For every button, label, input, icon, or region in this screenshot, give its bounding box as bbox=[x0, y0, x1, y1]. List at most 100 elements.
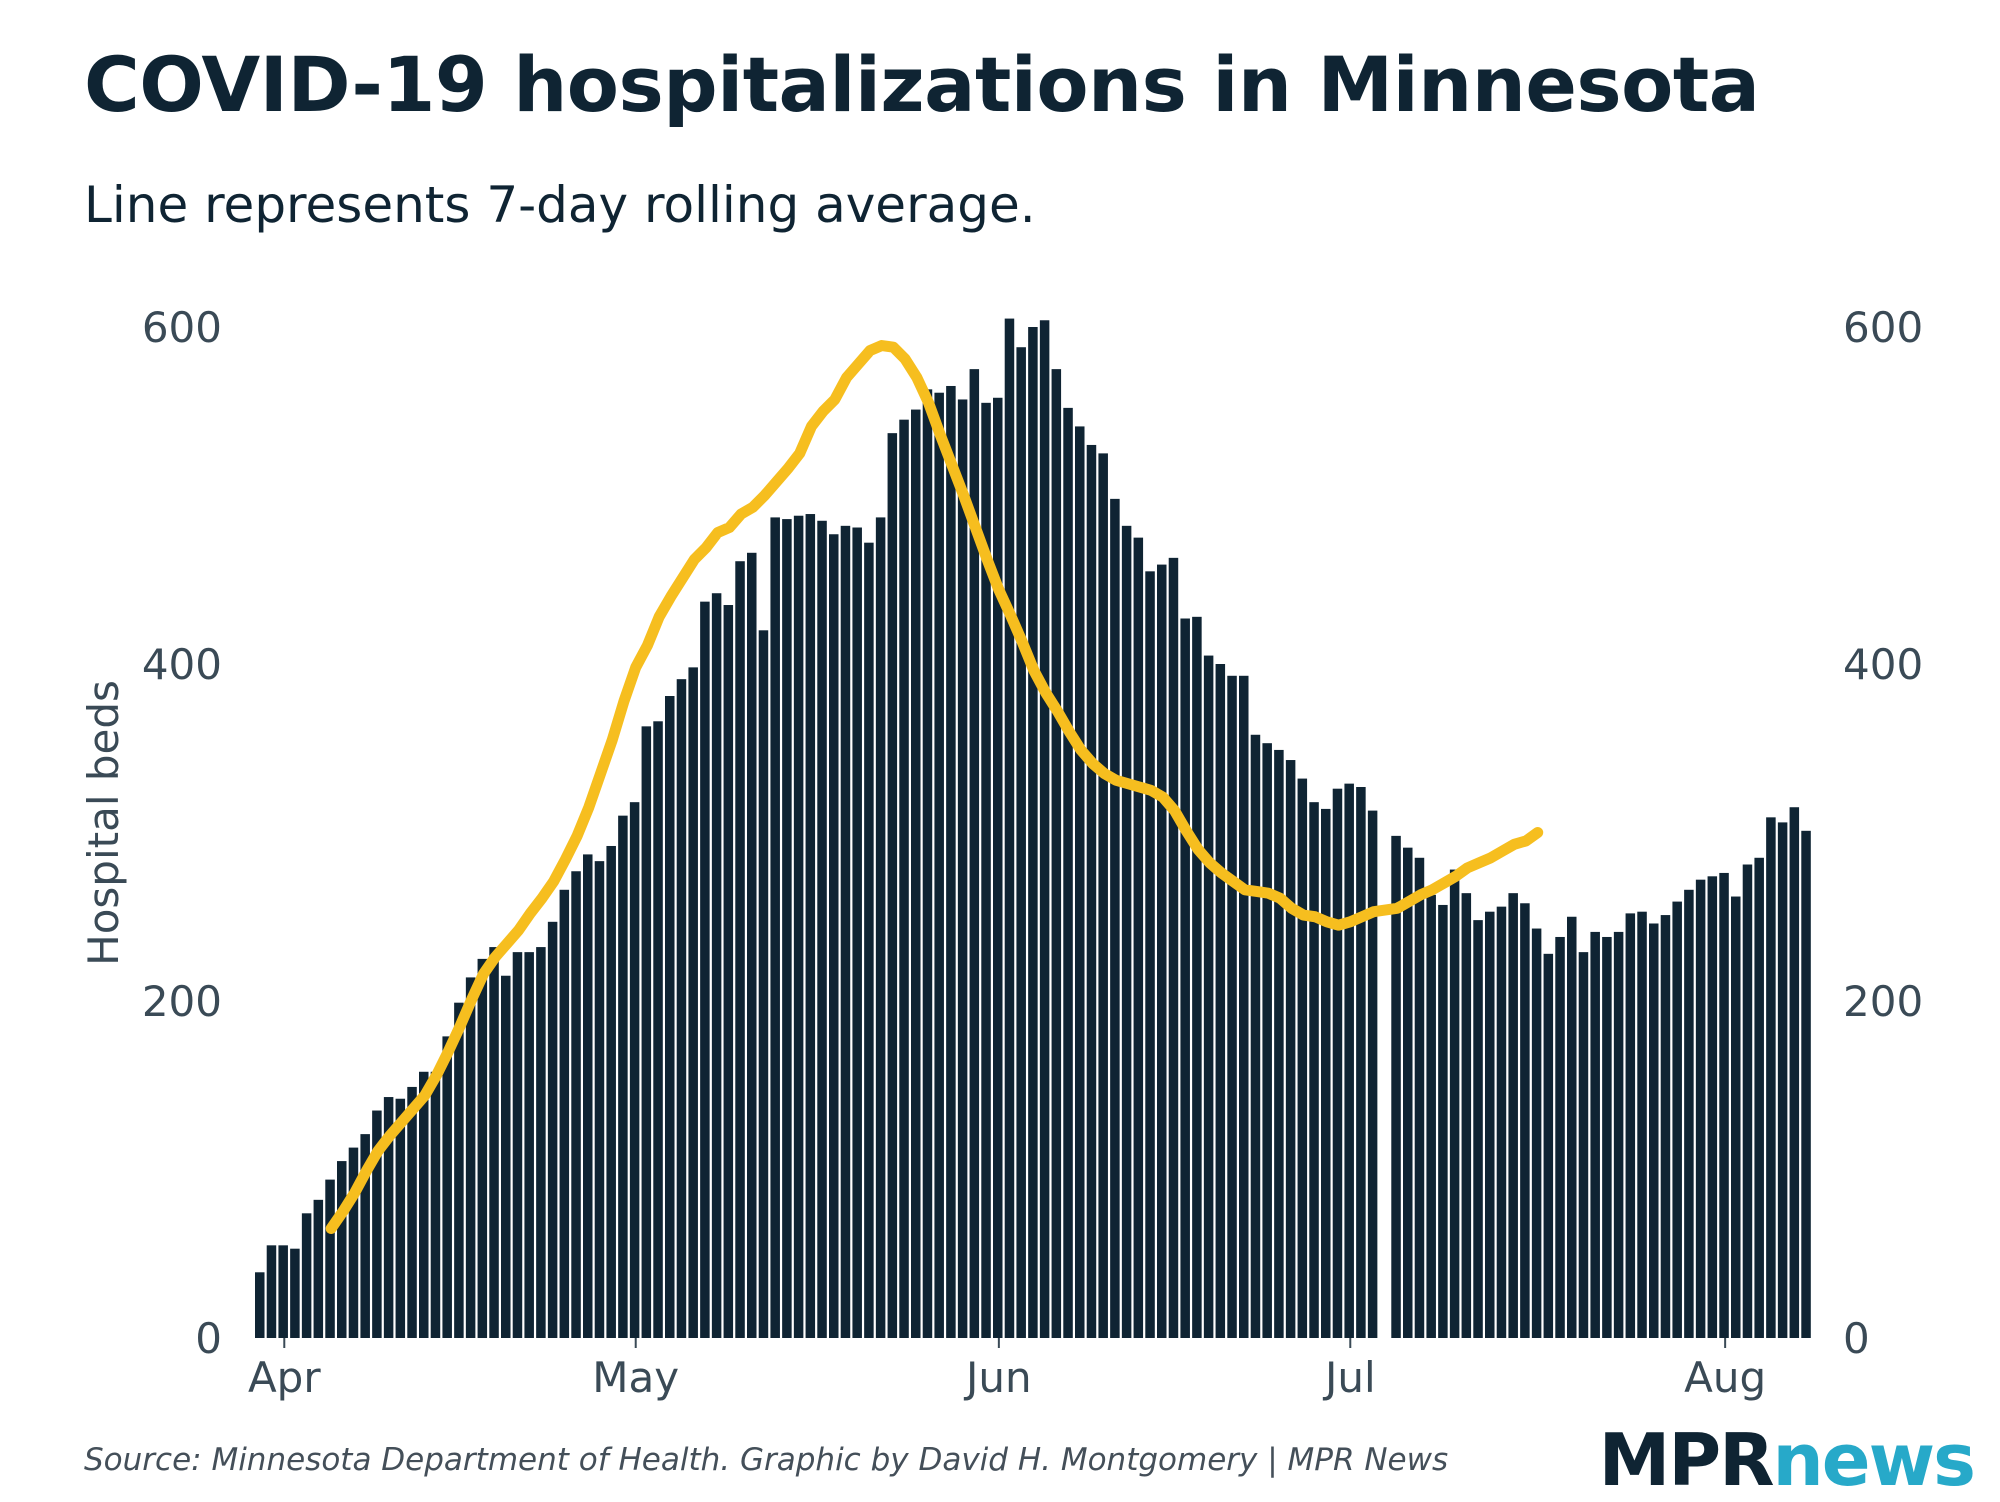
bar-series bbox=[255, 318, 1811, 1339]
x-axis: Apr May Jun Jul Aug bbox=[248, 1338, 1766, 1402]
bar bbox=[1039, 320, 1050, 1338]
bar bbox=[1414, 857, 1425, 1338]
bar bbox=[313, 1199, 324, 1338]
bar bbox=[465, 977, 476, 1338]
bar bbox=[1075, 426, 1085, 1338]
bar bbox=[1262, 743, 1272, 1338]
y-axis-right: 0 200 400 600 bbox=[1843, 303, 1923, 1363]
bar bbox=[1028, 327, 1038, 1338]
bar bbox=[1684, 889, 1694, 1338]
bar bbox=[629, 802, 640, 1338]
bar bbox=[583, 854, 593, 1338]
bar bbox=[840, 525, 851, 1338]
bar bbox=[817, 520, 827, 1338]
bar bbox=[430, 1071, 441, 1338]
bar bbox=[688, 667, 698, 1338]
bar bbox=[372, 1110, 382, 1338]
bar bbox=[1567, 916, 1577, 1338]
bar bbox=[887, 433, 898, 1338]
bar bbox=[934, 392, 944, 1339]
bar bbox=[758, 630, 769, 1338]
chart-title: COVID-19 hospitalizations in Minnesota bbox=[84, 40, 1760, 129]
bar bbox=[325, 1179, 335, 1338]
bar bbox=[1192, 616, 1202, 1338]
bar bbox=[1438, 904, 1448, 1338]
bar bbox=[1004, 318, 1015, 1339]
bar bbox=[1239, 675, 1249, 1338]
bar bbox=[1625, 913, 1636, 1338]
bar bbox=[1578, 952, 1589, 1338]
bar bbox=[1356, 787, 1366, 1338]
bar bbox=[829, 534, 839, 1338]
rolling-average-line bbox=[325, 340, 1544, 1234]
bar bbox=[641, 726, 652, 1338]
bar bbox=[1215, 664, 1226, 1338]
bar bbox=[1227, 675, 1237, 1338]
bar bbox=[1391, 835, 1401, 1338]
bar bbox=[1133, 537, 1144, 1339]
x-tick-label: Apr bbox=[248, 1353, 321, 1402]
bar bbox=[1496, 906, 1507, 1338]
bar bbox=[1660, 915, 1671, 1338]
bar bbox=[1309, 802, 1319, 1338]
bar bbox=[383, 1097, 394, 1338]
bar bbox=[1777, 822, 1788, 1338]
hospitalizations-chart: 0 200 400 600 0 200 400 600 Apr May Jun Jul Aug Ho… bbox=[79, 303, 1923, 1402]
bar bbox=[1590, 931, 1600, 1338]
bar bbox=[606, 845, 616, 1338]
chart-subtitle: Line represents 7-day rolling average. bbox=[84, 176, 1036, 234]
bar bbox=[594, 861, 605, 1338]
bar bbox=[700, 601, 710, 1338]
bar bbox=[782, 519, 792, 1338]
bar bbox=[770, 517, 780, 1338]
bar bbox=[1473, 920, 1483, 1338]
bar bbox=[1508, 893, 1518, 1338]
x-tick-label: Aug bbox=[1684, 1353, 1766, 1402]
bar bbox=[1367, 810, 1378, 1338]
bar bbox=[255, 1272, 265, 1338]
bar bbox=[1602, 936, 1612, 1338]
bar bbox=[360, 1134, 370, 1338]
bar bbox=[1157, 564, 1167, 1338]
bar bbox=[1613, 931, 1624, 1338]
bar bbox=[1344, 783, 1354, 1338]
bar bbox=[477, 958, 488, 1339]
bar bbox=[501, 975, 511, 1338]
bar bbox=[1449, 869, 1460, 1338]
x-tick-label: Jul bbox=[1322, 1353, 1376, 1402]
y-tick-label-left: 600 bbox=[142, 303, 222, 352]
bar bbox=[1297, 778, 1308, 1338]
bar bbox=[946, 385, 956, 1339]
bar bbox=[1180, 618, 1190, 1338]
bar bbox=[922, 389, 933, 1339]
y-axis-left: 0 200 400 600 bbox=[142, 303, 222, 1363]
bar bbox=[1485, 911, 1495, 1338]
bar bbox=[1274, 749, 1284, 1338]
bar bbox=[911, 409, 921, 1338]
y-tick-label-left: 400 bbox=[142, 640, 222, 689]
y-tick-label-right: 0 bbox=[1843, 1314, 1870, 1363]
bar bbox=[290, 1248, 300, 1338]
bar bbox=[489, 947, 499, 1338]
bar bbox=[1520, 903, 1530, 1338]
bar bbox=[1121, 525, 1132, 1338]
bar bbox=[899, 419, 909, 1338]
bar bbox=[793, 515, 804, 1338]
bar bbox=[547, 921, 558, 1338]
bar bbox=[1742, 864, 1753, 1338]
bar bbox=[1250, 734, 1261, 1338]
bar bbox=[864, 542, 874, 1338]
logo-news-text: news bbox=[1772, 1418, 1976, 1502]
bar bbox=[981, 402, 991, 1338]
bar bbox=[1321, 808, 1331, 1338]
bar bbox=[1063, 407, 1073, 1338]
bar bbox=[1332, 788, 1343, 1338]
bar bbox=[665, 696, 675, 1338]
bar bbox=[559, 889, 570, 1338]
bar bbox=[1543, 953, 1554, 1338]
bar bbox=[337, 1161, 347, 1338]
bar bbox=[1731, 896, 1741, 1338]
bar bbox=[1766, 817, 1776, 1338]
bar bbox=[301, 1213, 312, 1338]
bar bbox=[1719, 872, 1729, 1338]
